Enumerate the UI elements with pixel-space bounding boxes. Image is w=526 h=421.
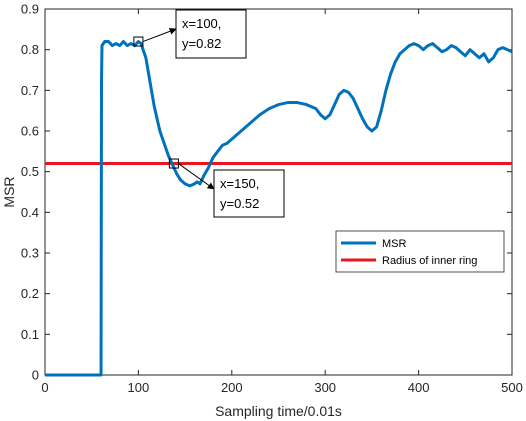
x-tick-label: 500 (501, 380, 523, 395)
y-tick-label: 0.1 (21, 327, 39, 342)
legend-box (335, 230, 505, 273)
x-tick-label: 0 (41, 380, 48, 395)
annotation-text-y: y=0.52 (220, 196, 259, 211)
y-tick-label: 0.9 (21, 2, 39, 17)
y-axis-label: MSR (1, 176, 17, 207)
y-tick-label: 0.8 (21, 42, 39, 57)
y-tick-label: 0.2 (21, 286, 39, 301)
y-tick-label: 0.6 (21, 124, 39, 139)
annotation-text-y: y=0.82 (182, 36, 221, 51)
y-tick-label: 0.4 (21, 205, 39, 220)
x-tick-label: 300 (314, 380, 336, 395)
x-tick-label: 200 (221, 380, 243, 395)
legend-label-radius: Radius of inner ring (382, 255, 477, 267)
legend: MSR Radius of inner ring (335, 230, 505, 273)
annotation-arrow (142, 27, 177, 43)
y-tick-label: 0 (32, 368, 39, 383)
x-tick-label: 400 (408, 380, 430, 395)
legend-label-msr: MSR (382, 238, 407, 250)
y-tick-label: 0.5 (21, 164, 39, 179)
y-tick-label: 0.7 (21, 83, 39, 98)
x-axis-label: Sampling time/0.01s (215, 403, 342, 419)
annotation-text-x: x=150, (220, 176, 259, 191)
msr-line (45, 40, 513, 377)
x-tick-label: 100 (128, 380, 150, 395)
annotation-text-x: x=100, (182, 16, 221, 31)
ticks-layer: 0 100 200 300 400 500 0 0.1 0.2 0.3 0.4 0.5 0.6 0.7 0.… (21, 2, 523, 396)
annotation-box (175, 9, 247, 59)
y-tick-label: 0.3 (21, 246, 39, 261)
annotation-layer: x=100, y=0.82 x=150, y=0.52 (133, 9, 285, 218)
annotation-arrow (178, 163, 215, 190)
series-layer (45, 40, 513, 377)
annotation-box (213, 169, 285, 218)
